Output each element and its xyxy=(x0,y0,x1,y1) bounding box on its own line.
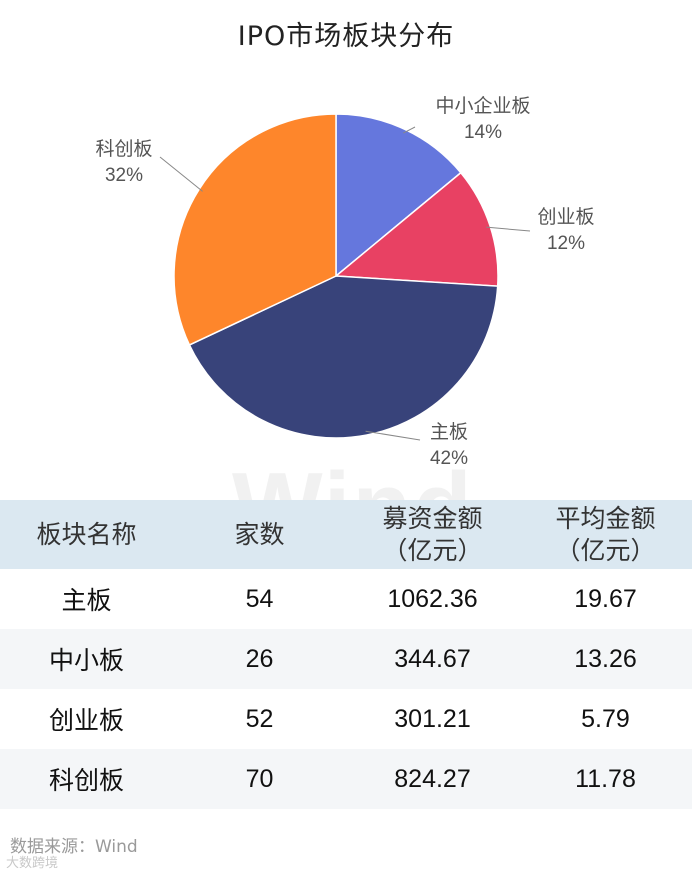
slice-label: 中小企业板 xyxy=(435,95,530,117)
slice-label: 主板 xyxy=(430,421,468,443)
cell-raised: 301.21 xyxy=(394,704,471,733)
cell-raised: 344.67 xyxy=(346,629,519,689)
cell-count: 52 xyxy=(245,704,274,733)
cell-average: 13.26 xyxy=(519,629,692,689)
cell-count: 70 xyxy=(173,749,346,809)
header-sector: 板块名称 xyxy=(0,500,173,569)
cell-count: 54 xyxy=(245,584,274,613)
slice-percent-label: 14% xyxy=(464,122,502,143)
cell-average: 5.79 xyxy=(581,704,630,733)
cell-sector: 创业板 xyxy=(48,706,124,735)
header-raised: 募资金额 （亿元） xyxy=(346,500,519,569)
header-average: 平均金额 （亿元） xyxy=(519,500,692,569)
slice-percent-label: 32% xyxy=(105,165,143,186)
data-source: 数据来源：Wind xyxy=(10,837,138,857)
table-row: 中小板 26 344.67 13.26 xyxy=(0,629,692,689)
slice-label: 科创板 xyxy=(95,138,152,160)
cell-sector: 中小板 xyxy=(0,629,173,689)
table-row: 创业板 52 301.21 5.79 xyxy=(0,689,692,749)
slice-label: 创业板 xyxy=(537,206,594,228)
ipo-table: 板块名称 家数 募资金额 （亿元） 平均金额 （亿元） 主板 54 1062.3… xyxy=(0,500,692,809)
slice-percent-label: 12% xyxy=(547,233,585,254)
leader-line xyxy=(486,226,531,232)
pie-chart: 中小企业板 14% 创业板 12% 主板 42% 科创板 32% xyxy=(95,95,594,469)
table-row: 主板 54 1062.36 19.67 xyxy=(0,569,692,629)
header-count: 家数 xyxy=(173,500,346,569)
pie-slice xyxy=(335,113,462,278)
table-header-row: 板块名称 家数 募资金额 （亿元） 平均金额 （亿元） xyxy=(0,500,692,569)
cell-raised: 824.27 xyxy=(346,749,519,809)
pie-slice xyxy=(188,275,499,439)
cell-raised: 1062.36 xyxy=(387,584,478,613)
cell-count: 26 xyxy=(173,629,346,689)
cell-average: 11.78 xyxy=(519,749,692,809)
leader-line xyxy=(365,430,421,441)
pie-slice xyxy=(334,171,499,287)
slice-percent-label: 42% xyxy=(430,448,468,469)
table-row: 科创板 70 824.27 11.78 xyxy=(0,749,692,809)
cell-average: 19.67 xyxy=(574,584,637,613)
publisher-logo: 大数跨境 xyxy=(6,856,59,871)
leader-line xyxy=(403,126,416,134)
cell-sector: 科创板 xyxy=(0,749,173,809)
chart-title: IPO市场板块分布 xyxy=(237,21,455,52)
cell-sector: 主板 xyxy=(61,586,112,615)
leader-line xyxy=(159,156,203,192)
